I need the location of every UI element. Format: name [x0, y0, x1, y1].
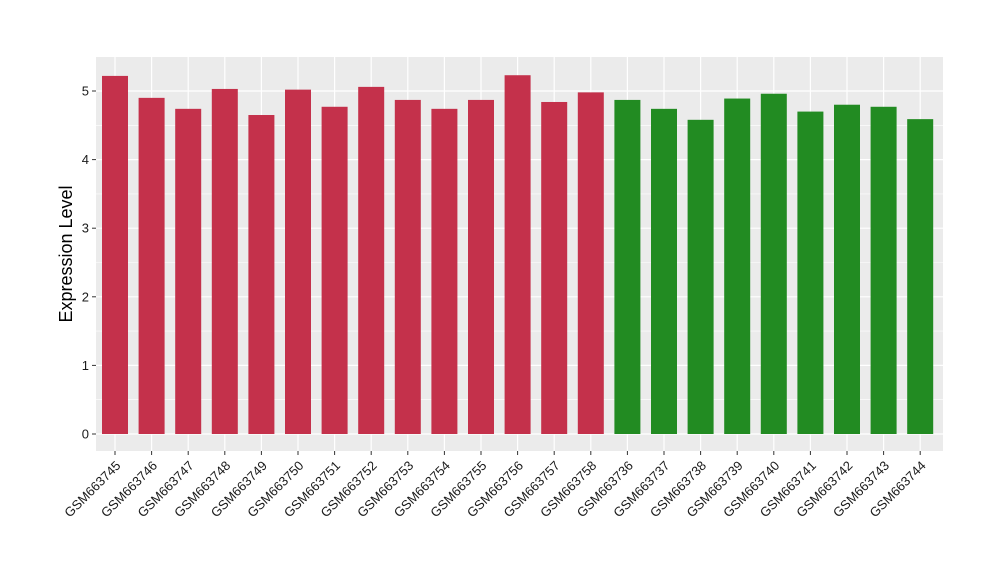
bar-GSM663756: [504, 75, 531, 434]
bar-GSM663737: [651, 108, 677, 434]
bar-GSM663741: [797, 111, 824, 434]
bar-GSM663752: [358, 86, 385, 434]
y-tick-label: 3: [82, 221, 89, 236]
bar-GSM663746: [138, 97, 165, 435]
y-axis: 0 1 2 3 4 5: [82, 84, 96, 442]
x-axis: GSM663745GSM663746GSM663747GSM663748GSM6…: [61, 451, 929, 520]
bars: [102, 75, 934, 435]
bar-GSM663747: [175, 108, 202, 434]
bar-GSM663742: [834, 104, 860, 434]
bar-GSM663738: [687, 119, 714, 434]
y-tick-label: 1: [82, 358, 89, 373]
bar-GSM663743: [870, 106, 897, 434]
bar-GSM663755: [468, 99, 494, 435]
bar-GSM663739: [724, 98, 751, 435]
y-tick-label: 5: [82, 84, 89, 99]
bar-GSM663758: [577, 92, 604, 435]
bar-GSM663753: [394, 99, 421, 435]
y-tick-label: 0: [82, 427, 89, 442]
bar-GSM663748: [211, 88, 238, 434]
bar-GSM663745: [102, 75, 128, 434]
bar-GSM663749: [248, 115, 275, 434]
bar-GSM663754: [431, 108, 458, 434]
bar-GSM663736: [614, 99, 641, 435]
bar-GSM663740: [760, 93, 787, 435]
y-tick-label: 2: [82, 289, 89, 304]
y-axis-title: Expression Level: [56, 185, 76, 322]
bar-GSM663751: [321, 106, 348, 434]
bar-GSM663757: [541, 101, 568, 434]
bar-GSM663744: [907, 119, 934, 434]
y-tick-label: 4: [82, 152, 89, 167]
bar-GSM663750: [285, 89, 311, 434]
